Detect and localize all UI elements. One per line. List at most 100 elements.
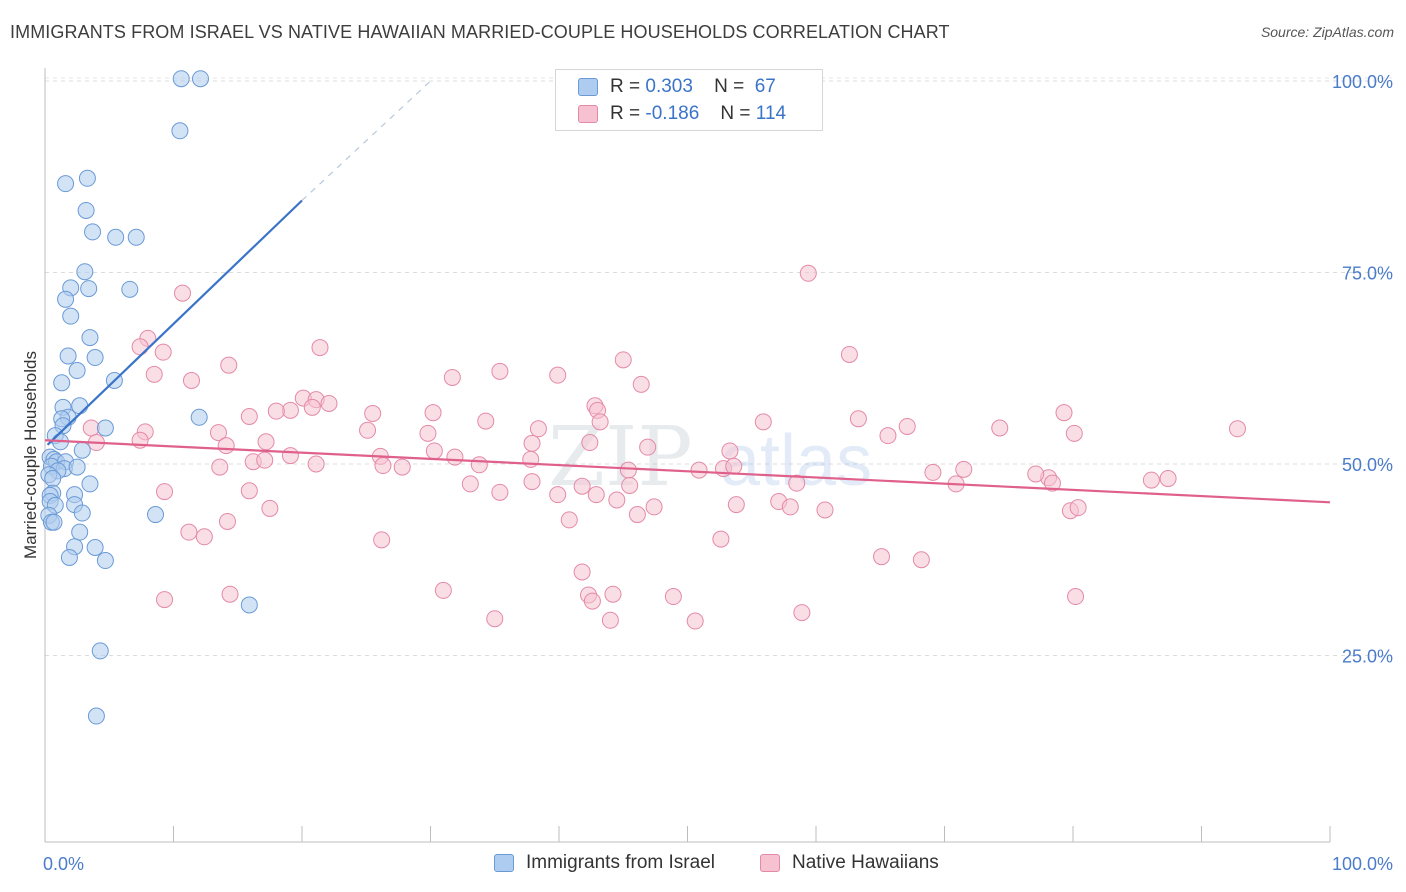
point-native-hawaiian [221, 585, 239, 603]
legend-item-israel[interactable]: Immigrants from Israel [494, 852, 715, 874]
point-israel [76, 263, 94, 281]
point-native-hawaiian [470, 456, 488, 474]
point-native-hawaiian [879, 427, 897, 445]
point-israel [77, 201, 95, 219]
point-native-hawaiian [549, 366, 567, 384]
point-native-hawaiian [424, 404, 442, 422]
point-native-hawaiian [311, 339, 329, 357]
legend-n-value: 67 [754, 76, 776, 97]
point-native-hawaiian [788, 474, 806, 492]
trend-lines [44, 80, 1331, 504]
point-native-hawaiian [1065, 424, 1083, 442]
point-israel [171, 122, 189, 140]
grid-lines [45, 77, 1392, 656]
y-axis-label: Married-couple Households [21, 351, 40, 559]
point-israel [73, 504, 91, 522]
point-native-hawaiian [443, 368, 461, 386]
legend-r-value: 0.303 [645, 76, 693, 97]
point-native-hawaiian [793, 604, 811, 622]
point-native-hawaiian [156, 483, 174, 501]
trend-line-hawaiian [44, 439, 1331, 504]
point-native-hawaiian [573, 563, 591, 581]
point-israel [172, 70, 190, 88]
point-native-hawaiian [217, 437, 235, 455]
point-israel [59, 347, 77, 365]
point-native-hawaiian [955, 460, 973, 478]
point-native-hawaiian [619, 461, 637, 479]
point-native-hawaiian [240, 482, 258, 500]
legend-r-label: R = [610, 76, 641, 97]
point-israel [190, 408, 208, 426]
point-native-hawaiian [477, 412, 495, 430]
series-legend: Immigrants from Israel Native Hawaiians [0, 852, 1406, 878]
point-native-hawaiian [1043, 474, 1061, 492]
point-native-hawaiian [849, 410, 867, 428]
point-native-hawaiian [257, 433, 275, 451]
point-native-hawaiian [608, 491, 626, 509]
point-native-hawaiian [240, 408, 258, 426]
point-native-hawaiian [523, 473, 541, 491]
point-native-hawaiian [281, 401, 299, 419]
watermark-zip: ZIP [548, 410, 693, 505]
point-native-hawaiian [320, 394, 338, 412]
point-native-hawaiian [628, 506, 646, 524]
point-israel [87, 707, 105, 725]
point-israel [57, 290, 75, 308]
point-native-hawaiian [727, 496, 745, 514]
point-israel [62, 307, 80, 325]
x-tick-label: 0.0% [43, 854, 84, 874]
legend-item-hawaiian[interactable]: Native Hawaiians [760, 852, 939, 874]
point-native-hawaiian [721, 442, 739, 460]
point-israel [84, 223, 102, 241]
point-native-hawaiian [1027, 465, 1045, 483]
point-native-hawaiian [434, 581, 452, 599]
point-native-hawaiian [583, 592, 601, 610]
point-native-hawaiian [924, 463, 942, 481]
point-israel [191, 70, 209, 88]
point-native-hawaiian [712, 530, 730, 548]
point-native-hawaiian [145, 365, 163, 383]
point-native-hawaiian [373, 531, 391, 549]
point-native-hawaiian [1069, 499, 1087, 517]
legend-swatch-israel [494, 854, 514, 872]
point-israel [86, 538, 104, 556]
point-israel [44, 470, 62, 488]
point-native-hawaiian [639, 438, 657, 456]
point-native-hawaiian [621, 476, 639, 494]
chart-title: IMMIGRANTS FROM ISRAEL VS NATIVE HAWAIIA… [10, 22, 950, 42]
point-native-hawaiian [529, 420, 547, 438]
point-native-hawaiian [523, 434, 541, 452]
point-israel [96, 419, 114, 437]
legend-n-label: N = [714, 76, 745, 97]
correlation-legend: R = 0.303 N = 67 R = -0.186 N = 114 [555, 69, 823, 131]
series-immigrants-from-israel [40, 70, 258, 725]
point-native-hawaiian [587, 486, 605, 504]
point-israel [80, 280, 98, 298]
point-native-hawaiian [446, 448, 464, 466]
point-israel [60, 548, 78, 566]
point-native-hawaiian [690, 461, 708, 479]
point-native-hawaiian [359, 421, 377, 439]
point-native-hawaiian [816, 501, 834, 519]
point-native-hawaiian [581, 434, 599, 452]
legend-swatch-israel [578, 78, 598, 96]
point-native-hawaiian [873, 548, 891, 566]
y-tick-label: 100.0% [1332, 72, 1393, 92]
point-native-hawaiian [256, 451, 274, 469]
legend-label-hawaiian: Native Hawaiians [792, 852, 939, 873]
point-native-hawaiian [601, 611, 619, 629]
legend-label-israel: Immigrants from Israel [526, 852, 715, 873]
legend-r-value: -0.186 [645, 103, 700, 124]
point-native-hawaiian [419, 424, 437, 442]
source-credit: Source: ZipAtlas.com [1260, 24, 1394, 40]
point-israel [53, 374, 71, 392]
point-native-hawaiian [664, 588, 682, 606]
point-native-hawaiian [303, 398, 321, 416]
point-native-hawaiian [614, 351, 632, 369]
point-native-hawaiian [686, 612, 704, 630]
point-native-hawaiian [364, 404, 382, 422]
point-native-hawaiian [1067, 588, 1085, 606]
point-israel [86, 349, 104, 367]
point-native-hawaiian [180, 523, 198, 541]
